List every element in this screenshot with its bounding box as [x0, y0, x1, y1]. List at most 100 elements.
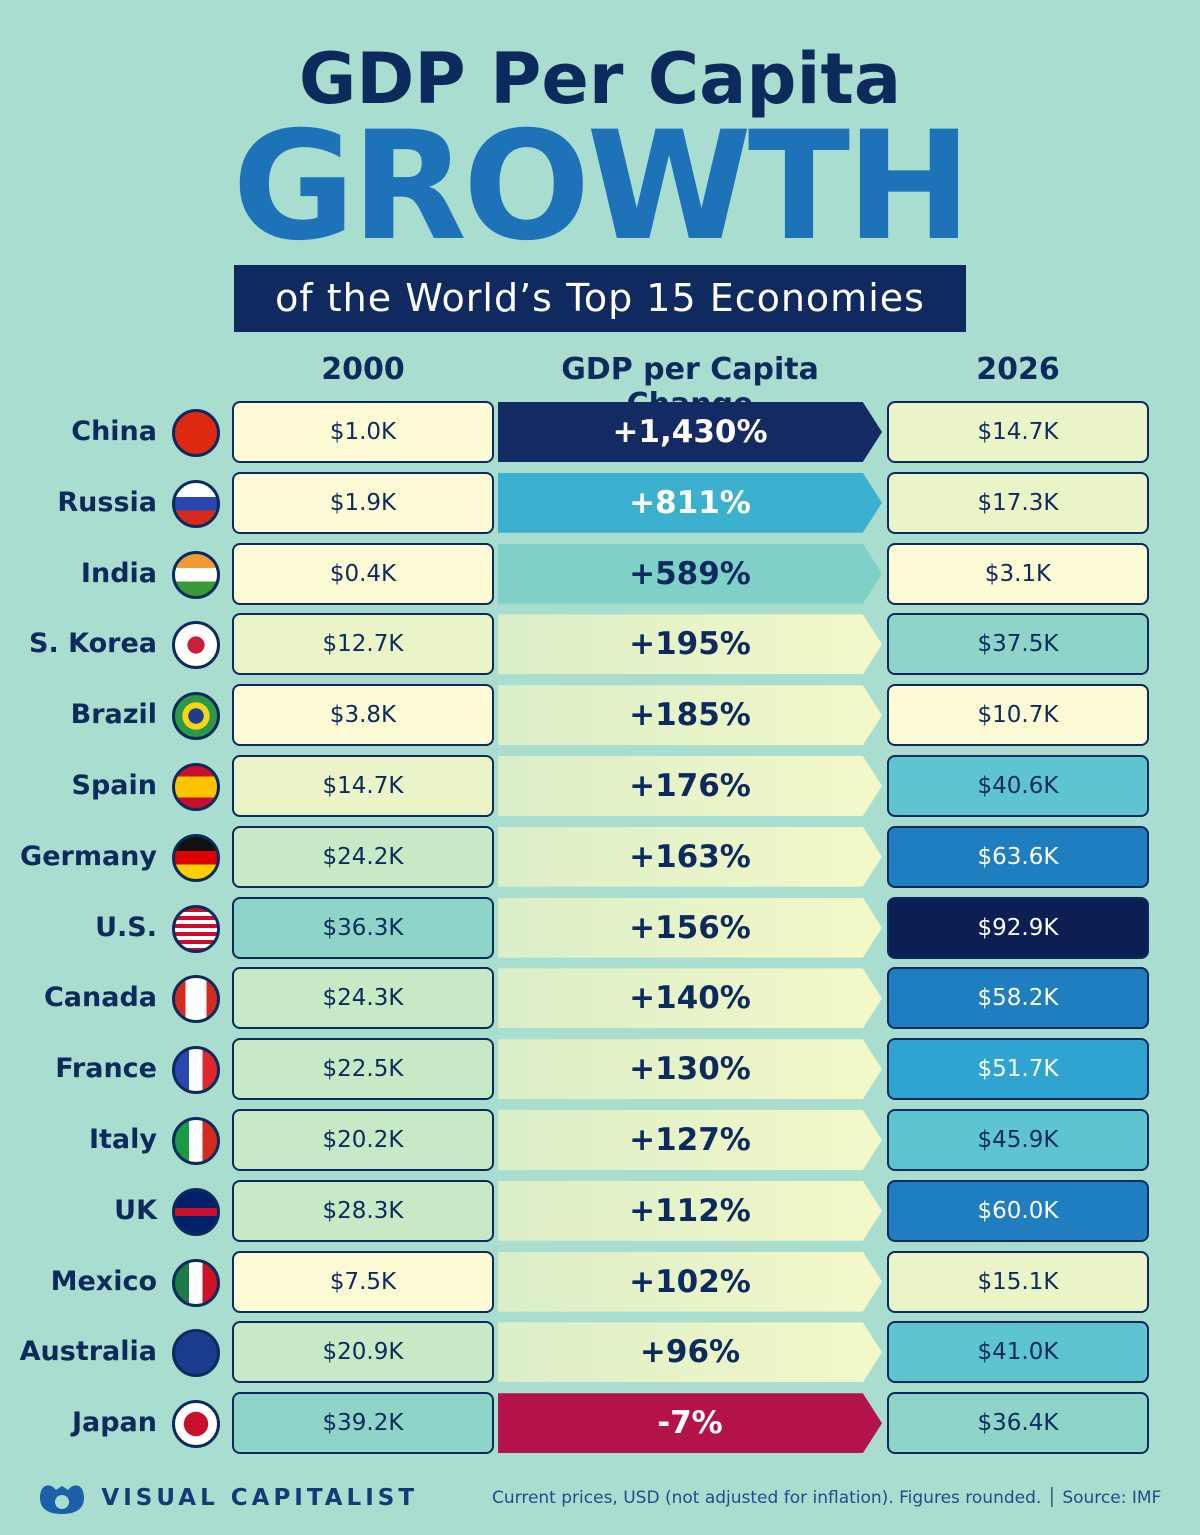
subtitle-banner: of the World’s Top 15 Economies	[234, 265, 966, 332]
country-name: Australia	[19, 1336, 157, 1368]
br-flag-icon	[172, 692, 220, 741]
value-2026: $17.3K	[887, 471, 1149, 534]
value-2000: $1.9K	[232, 471, 494, 534]
value-2000: $3.8K	[232, 684, 494, 747]
value-2026: $15.1K	[887, 1250, 1149, 1313]
change-arrow: +127%	[498, 1110, 882, 1170]
table-row: India $0.4K +589% $3.1K	[0, 542, 1200, 605]
title-line1: GDP Per Capita	[298, 38, 902, 120]
table-row: China $1.0K +1,430% $14.7K	[0, 401, 1200, 463]
value-2026: $60.0K	[887, 1179, 1149, 1242]
value-2000: $28.3K	[232, 1179, 494, 1242]
value-2026: $63.6K	[887, 825, 1149, 888]
table-row: Australia $20.9K +96% $41.0K	[0, 1321, 1200, 1384]
value-2000: $20.9K	[232, 1321, 494, 1384]
value-2000: $20.2K	[232, 1109, 494, 1171]
change-arrow: -7%	[498, 1393, 882, 1454]
change-arrow: +811%	[498, 472, 882, 533]
value-2026: $45.9K	[887, 1109, 1149, 1171]
table-row: Italy $20.2K +127% $45.9K	[0, 1109, 1200, 1171]
value-2000: $7.5K	[232, 1250, 494, 1313]
table-row: Germany $24.2K +163% $63.6K	[0, 825, 1200, 888]
table-row: U.S. $36.3K +156% $92.9K	[0, 896, 1200, 959]
value-2000: $0.4K	[232, 542, 494, 605]
jp-flag-icon	[172, 1400, 220, 1449]
change-arrow: +1,430%	[498, 402, 882, 462]
us-flag-icon	[172, 904, 220, 953]
table-row: Russia $1.9K +811% $17.3K	[0, 471, 1200, 534]
table-row: France $22.5K +130% $51.7K	[0, 1038, 1200, 1101]
table-row: Brazil $3.8K +185% $10.7K	[0, 684, 1200, 747]
value-2026: $40.6K	[887, 755, 1149, 817]
country-name: Brazil	[70, 699, 157, 731]
country-name: India	[80, 557, 157, 589]
value-2026: $10.7K	[887, 684, 1149, 747]
value-2000: $39.2K	[232, 1392, 494, 1455]
ru-flag-icon	[172, 479, 220, 528]
country-name: Canada	[43, 982, 157, 1014]
country-name: Spain	[71, 770, 157, 801]
in-flag-icon	[172, 550, 220, 599]
value-2026: $41.0K	[887, 1321, 1149, 1384]
footnote: Current prices, USD (not adjusted for in…	[492, 1488, 1162, 1508]
country-name: Italy	[88, 1124, 157, 1155]
table-row: Canada $24.3K +140% $58.2K	[0, 967, 1200, 1030]
value-2026: $51.7K	[887, 1038, 1149, 1101]
change-arrow: +140%	[498, 968, 882, 1029]
change-arrow: +176%	[498, 756, 882, 816]
change-arrow: +156%	[498, 897, 882, 958]
footnote-text: Current prices, USD (not adjusted for in…	[492, 1488, 1042, 1508]
ca-flag-icon	[172, 975, 220, 1024]
table-row: S. Korea $12.7K +195% $37.5K	[0, 613, 1200, 676]
fr-flag-icon	[172, 1046, 220, 1095]
change-arrow: +589%	[498, 543, 882, 604]
change-arrow: +102%	[498, 1251, 882, 1312]
value-2026: $92.9K	[887, 896, 1149, 959]
value-2000: $12.7K	[232, 613, 494, 676]
es-flag-icon	[172, 763, 220, 811]
title-line2: GROWTH	[232, 100, 971, 274]
value-2026: $14.7K	[887, 401, 1149, 463]
value-2026: $36.4K	[887, 1392, 1149, 1455]
value-2000: $22.5K	[232, 1038, 494, 1101]
brand-name: VISUAL CAPITALIST	[101, 1485, 419, 1511]
country-name: Mexico	[50, 1265, 157, 1297]
de-flag-icon	[172, 833, 220, 882]
value-2000: $24.2K	[232, 825, 494, 888]
table-row: Mexico $7.5K +102% $15.1K	[0, 1250, 1200, 1313]
country-name: France	[55, 1053, 157, 1085]
mx-flag-icon	[172, 1258, 220, 1307]
value-2000: $1.0K	[232, 401, 494, 463]
visual-capitalist-logo-icon	[40, 1485, 84, 1514]
change-arrow: +130%	[498, 1039, 882, 1100]
country-name: Japan	[71, 1407, 157, 1439]
gb-flag-icon	[172, 1187, 220, 1236]
country-name: China	[71, 416, 157, 447]
change-arrow: +96%	[498, 1322, 882, 1383]
brand: VISUAL CAPITALIST	[36, 1480, 418, 1516]
country-name: Russia	[57, 486, 157, 518]
value-2000: $36.3K	[232, 896, 494, 959]
it-flag-icon	[172, 1117, 220, 1165]
au-flag-icon	[172, 1329, 220, 1378]
header-2000: 2000	[321, 352, 405, 387]
table-row: UK $28.3K +112% $60.0K	[0, 1179, 1200, 1242]
change-arrow: +163%	[498, 826, 882, 887]
cn-flag-icon	[172, 409, 220, 457]
country-name: UK	[114, 1194, 157, 1226]
country-name: U.S.	[95, 911, 157, 943]
country-name: Germany	[20, 840, 157, 872]
table-row: Spain $14.7K +176% $40.6K	[0, 755, 1200, 817]
value-2026: $3.1K	[887, 542, 1149, 605]
change-arrow: +112%	[498, 1180, 882, 1241]
source: Source: IMF	[1062, 1488, 1162, 1508]
country-name: S. Korea	[29, 628, 157, 660]
value-2026: $58.2K	[887, 967, 1149, 1030]
table-row: Japan $39.2K -7% $36.4K	[0, 1392, 1200, 1455]
value-2026: $37.5K	[887, 613, 1149, 676]
kr-flag-icon	[172, 621, 220, 670]
change-arrow: +185%	[498, 685, 882, 746]
header-2026: 2026	[976, 352, 1060, 387]
change-arrow: +195%	[498, 614, 882, 675]
value-2000: $14.7K	[232, 755, 494, 817]
